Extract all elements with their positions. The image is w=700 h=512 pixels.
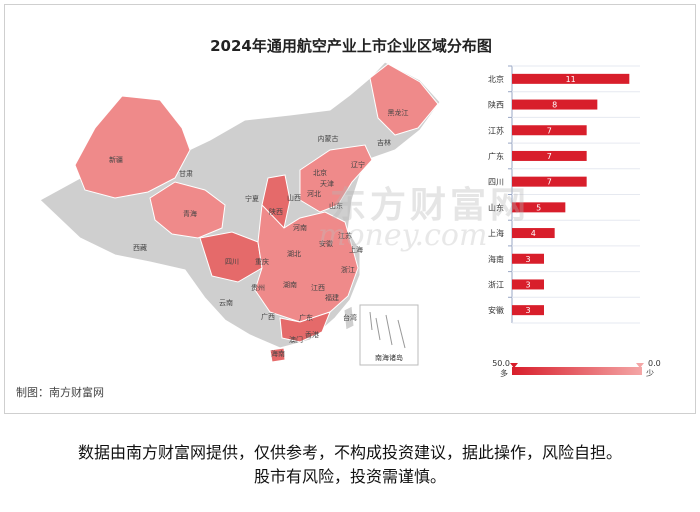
- bar: [512, 150, 587, 161]
- province-label: 安徽: [319, 239, 333, 248]
- province-guangdong: [279, 311, 331, 343]
- province-label: 湖南: [283, 280, 297, 289]
- province-label: 宁夏: [245, 194, 259, 203]
- bar: [512, 202, 566, 213]
- legend-handle-max: [510, 363, 518, 368]
- bar: [512, 228, 555, 239]
- bar-category-label: 广东: [488, 151, 504, 161]
- province-label: 内蒙古: [318, 134, 339, 143]
- province-label: 吉林: [377, 138, 391, 147]
- bar: [512, 125, 587, 136]
- province-label: 广东: [299, 313, 313, 322]
- province-label: 重庆: [255, 257, 269, 266]
- bar: [512, 253, 544, 264]
- bar-value-label: 7: [547, 152, 552, 161]
- legend-less-label: 少: [646, 369, 654, 378]
- bar-value-label: 4: [531, 229, 536, 238]
- province-label: 青海: [183, 209, 197, 218]
- province-label: 新疆: [109, 155, 123, 164]
- bar-value-label: 8: [552, 101, 557, 110]
- province-xinjiang: [74, 95, 191, 199]
- province-qinghai: [149, 181, 226, 239]
- province-hainan: [269, 347, 286, 363]
- disclaimer: 数据由南方财富网提供，仅供参考，不构成投资建议，据此操作，风险自担。 股市有风险…: [0, 441, 700, 489]
- bar: [512, 99, 598, 110]
- bar-category-label: 陕西: [488, 100, 504, 110]
- province-label: 湖北: [287, 249, 301, 258]
- inset-islands: [369, 311, 406, 349]
- bar-category-label: 上海: [488, 228, 504, 238]
- bar-marks: 11 8 7 7 7 5 4 3 3 3: [512, 73, 630, 316]
- bar-category-label: 北京: [488, 74, 504, 84]
- legend-min-label: 0.0: [648, 359, 661, 368]
- legend-handle-min: [636, 363, 644, 368]
- province-label: 台湾: [343, 313, 357, 322]
- disclaimer-line-1: 数据由南方财富网提供，仅供参考，不构成投资建议，据此操作，风险自担。: [77, 443, 622, 462]
- legend-gradient-bar: [512, 367, 642, 375]
- legend-more-label: 多: [500, 368, 508, 378]
- province-central-east: [254, 203, 359, 323]
- province-label: 黑龙江: [388, 108, 409, 117]
- chart-title: 2024年通用航空产业上市企业区域分布图: [210, 37, 492, 55]
- province-label: 海南: [271, 349, 285, 358]
- bar-category-label: 江苏: [488, 125, 504, 135]
- bar-value-label: 3: [525, 280, 530, 289]
- inset-label: 南海诸岛: [375, 353, 403, 362]
- province-label: 山西: [287, 193, 301, 202]
- bar-category-label: 山东: [488, 202, 504, 212]
- province-heilongjiang: [369, 63, 439, 136]
- bar-value-label: 7: [547, 178, 552, 187]
- bar: [512, 73, 630, 84]
- province-label: 上海: [349, 245, 363, 254]
- province-label: 天津: [320, 180, 334, 188]
- bar-category-label: 浙江: [488, 279, 504, 289]
- bar-value-label: 7: [547, 126, 552, 135]
- bar-category-label: 四川: [488, 178, 504, 187]
- province-label: 江西: [311, 284, 325, 292]
- bar-legend: 50.0 0.0 多 少: [492, 359, 661, 378]
- south-china-sea-inset: [359, 304, 419, 366]
- province-label: 广西: [261, 312, 275, 321]
- watermark-sub: money.com: [318, 218, 488, 253]
- province-label: 浙江: [341, 265, 355, 274]
- bar: [512, 176, 587, 187]
- province-label: 河北: [307, 190, 321, 198]
- disclaimer-line-2: 股市有风险，投资需谨慎。: [253, 467, 446, 486]
- province-label: 澳门: [289, 335, 303, 344]
- province-label: 云南: [219, 298, 233, 307]
- province-label: 山东: [329, 201, 343, 210]
- province-label: 江苏: [338, 231, 352, 240]
- province-taiwan: [343, 305, 355, 331]
- province-label: 贵州: [251, 283, 265, 292]
- province-label: 河南: [293, 223, 307, 232]
- legend-max-label: 50.0: [492, 359, 510, 368]
- province-label: 陕西: [269, 207, 283, 216]
- province-north-east-coast: [299, 144, 373, 213]
- bar-category-label: 安徽: [488, 305, 504, 315]
- bar-category-label: 海南: [488, 254, 504, 264]
- province-label: 四川: [225, 258, 239, 266]
- province-label: 福建: [325, 293, 339, 302]
- chart-credit: 制图：南方财富网: [16, 386, 104, 399]
- province-label: 西藏: [133, 243, 147, 252]
- bar-value-label: 3: [525, 306, 530, 315]
- province-label: 北京: [313, 168, 327, 177]
- province-label: 辽宁: [351, 160, 365, 169]
- province-label: 香港: [305, 330, 319, 339]
- province-label: 甘肃: [179, 169, 193, 178]
- watermark-text: 东方财富网: [330, 185, 531, 226]
- bar-value-label: 5: [536, 203, 541, 212]
- bar-value-label: 11: [566, 75, 576, 84]
- bar: [512, 279, 544, 290]
- bar-value-label: 3: [525, 255, 530, 264]
- bar: [512, 305, 544, 316]
